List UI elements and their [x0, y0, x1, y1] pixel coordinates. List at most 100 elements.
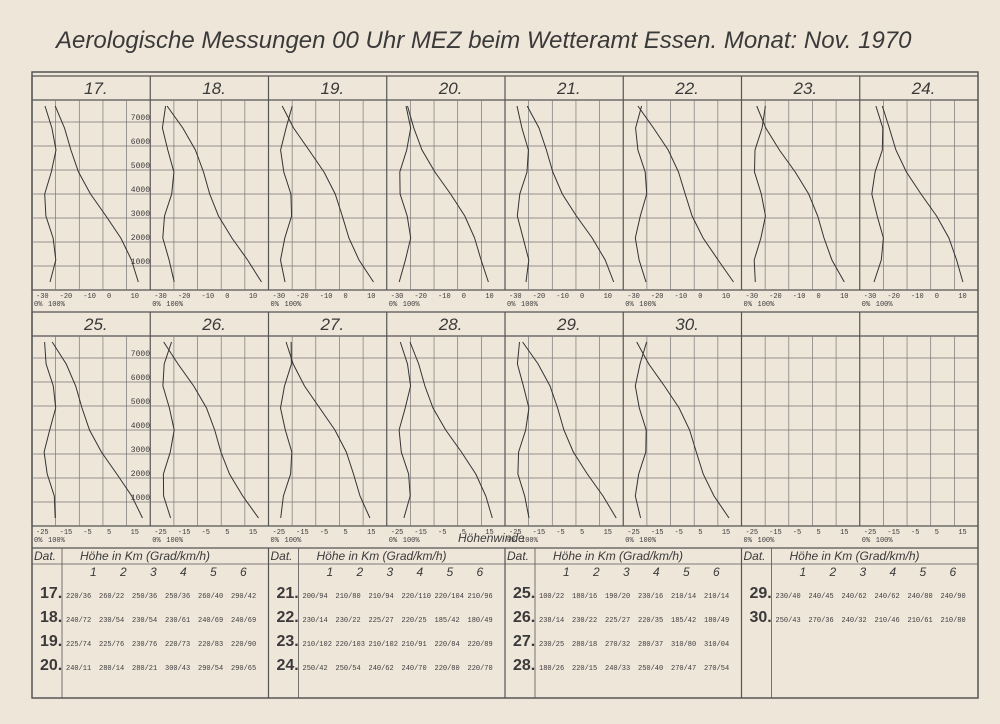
- wind-value: 230/22: [336, 617, 361, 625]
- temperature-curve: [522, 341, 617, 519]
- temperature-curve: [637, 105, 734, 283]
- day-label: 26.: [201, 315, 226, 334]
- temp-label: 5: [935, 529, 939, 537]
- humidity-label: 100%: [876, 537, 894, 545]
- wind-value: 240/69: [198, 617, 223, 625]
- wind-value: 230/40: [776, 593, 801, 601]
- temperature-curve: [407, 105, 489, 283]
- temp-label: -20: [651, 293, 664, 301]
- level-label: 6: [713, 565, 720, 579]
- temp-label: -20: [533, 293, 546, 301]
- temp-label: 15: [958, 529, 966, 537]
- humidity-label: 100%: [758, 301, 776, 309]
- altitude-label: 4000: [131, 422, 150, 431]
- wind-value: 250/36: [165, 593, 190, 601]
- level-label: 4: [890, 565, 897, 579]
- humidity-label: 0%: [152, 537, 161, 545]
- day-label: 22.: [674, 79, 699, 98]
- temp-label: -15: [414, 529, 427, 537]
- date-header: Dat.: [271, 549, 293, 563]
- temp-label: 15: [604, 529, 612, 537]
- temp-label: -30: [273, 293, 286, 301]
- humidity-curve: [279, 105, 293, 283]
- wind-value: 200/94: [303, 593, 328, 601]
- wind-value: 210/94: [369, 593, 394, 601]
- temp-label: 10: [722, 293, 730, 301]
- temp-label: -25: [154, 529, 167, 537]
- wind-value: 225/27: [605, 617, 630, 625]
- temp-label: -25: [509, 529, 522, 537]
- temperature-curve: [51, 341, 143, 519]
- temp-label: 5: [816, 529, 820, 537]
- humidity-label: 100%: [758, 537, 776, 545]
- wind-value: 270/32: [605, 641, 630, 649]
- wind-value: 220/104: [435, 593, 464, 601]
- row-date: 29.: [750, 585, 772, 602]
- wind-value: 280/14: [99, 665, 124, 673]
- temp-label: -5: [438, 529, 446, 537]
- temp-label: -20: [887, 293, 900, 301]
- day-label: 29.: [556, 315, 581, 334]
- row-date: 17.: [40, 585, 62, 602]
- row-date: 21.: [277, 585, 299, 602]
- wind-value: 238/14: [539, 617, 564, 625]
- temp-label: -30: [391, 293, 404, 301]
- temp-label: -10: [911, 293, 924, 301]
- day-label: 27.: [320, 315, 345, 334]
- day-label: 23.: [793, 79, 818, 98]
- temp-label: -5: [675, 529, 683, 537]
- temp-label: -5: [202, 529, 210, 537]
- humidity-label: 0%: [389, 301, 398, 309]
- height-header: Höhe in Km (Grad/km/h): [80, 549, 210, 563]
- temp-label: -5: [911, 529, 919, 537]
- temp-label: -5: [556, 529, 564, 537]
- winds-heading: Höhenwinde: [458, 531, 525, 545]
- temp-label: 10: [367, 293, 375, 301]
- humidity-curve: [516, 105, 530, 283]
- wind-value: 225/27: [369, 617, 394, 625]
- wind-value: 190/20: [605, 593, 630, 601]
- humidity-label: 100%: [48, 537, 66, 545]
- day-label: 30.: [675, 315, 699, 334]
- temp-label: -15: [769, 529, 782, 537]
- level-label: 5: [447, 565, 454, 579]
- temp-label: 0: [935, 293, 939, 301]
- temp-label: 5: [107, 529, 111, 537]
- temp-label: 0: [343, 293, 347, 301]
- wind-value: 270/47: [671, 665, 696, 673]
- temp-label: 15: [485, 529, 493, 537]
- wind-value: 280/21: [132, 665, 157, 673]
- temp-label: 10: [958, 293, 966, 301]
- level-label: 1: [800, 565, 807, 579]
- temp-label: 10: [604, 293, 612, 301]
- temp-label: -20: [178, 293, 191, 301]
- altitude-label: 3000: [131, 210, 150, 219]
- wind-value: 220/15: [572, 665, 597, 673]
- wind-value: 250/54: [336, 665, 361, 673]
- altitude-label: 6000: [131, 374, 150, 383]
- temp-label: -30: [154, 293, 167, 301]
- wind-value: 180/26: [539, 665, 564, 673]
- wind-value: 220/36: [66, 593, 91, 601]
- temp-label: 5: [698, 529, 702, 537]
- altitude-label: 6000: [131, 138, 150, 147]
- humidity-curve: [516, 341, 530, 519]
- temp-label: 0: [580, 293, 584, 301]
- wind-value: 250/43: [776, 617, 801, 625]
- wind-value: 260/22: [99, 593, 124, 601]
- wind-value: 210/46: [875, 617, 900, 625]
- wind-value: 250/40: [638, 665, 663, 673]
- temp-label: -20: [769, 293, 782, 301]
- humidity-curve: [398, 341, 412, 519]
- level-label: 3: [387, 565, 394, 579]
- altitude-label: 3000: [131, 446, 150, 455]
- wind-value: 280/18: [572, 641, 597, 649]
- level-label: 2: [592, 565, 600, 579]
- temp-label: 0: [225, 293, 229, 301]
- wind-value: 290/65: [231, 665, 256, 673]
- level-label: 6: [950, 565, 957, 579]
- row-date: 23.: [277, 633, 299, 650]
- temperature-curve: [636, 341, 730, 519]
- temp-label: -10: [793, 293, 806, 301]
